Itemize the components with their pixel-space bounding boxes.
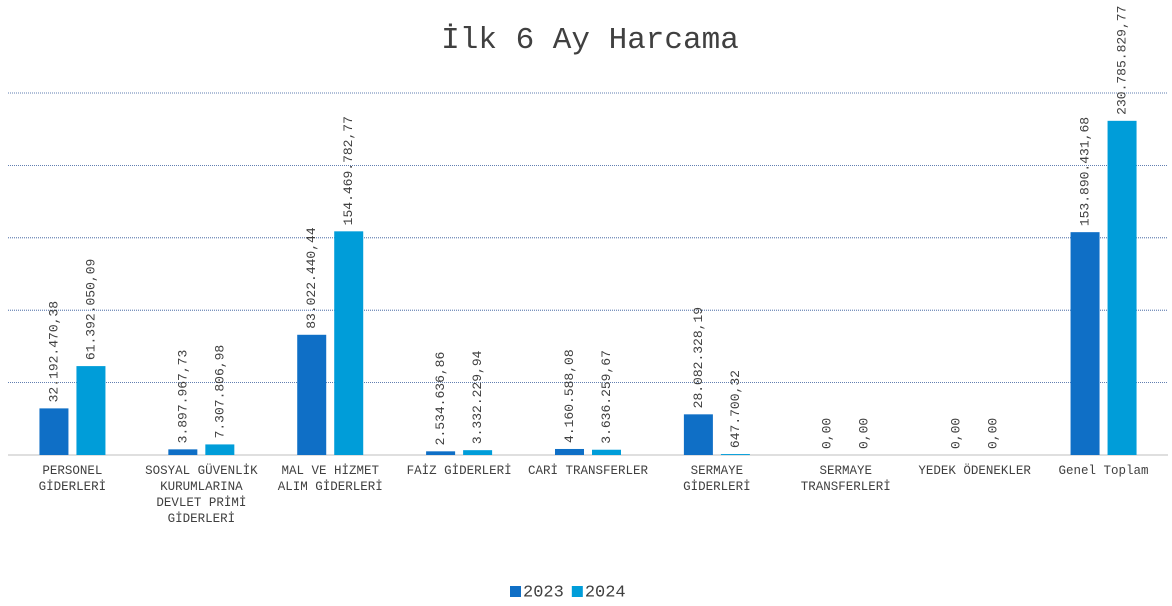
x-tick-label: SOSYAL GÜVENLİK KURUMLARINA DEVLET PRİMİ… bbox=[145, 464, 258, 526]
data-label: 0,00 bbox=[857, 418, 872, 449]
data-label: 83.022.440,44 bbox=[304, 227, 319, 329]
bar bbox=[1107, 120, 1137, 456]
bar bbox=[76, 366, 106, 455]
legend-label: 2024 bbox=[585, 583, 626, 602]
data-label: 7.307.806,98 bbox=[212, 345, 227, 439]
bar bbox=[1070, 232, 1100, 455]
data-label: 0,00 bbox=[949, 418, 964, 449]
x-tick-label: SERMAYE TRANSFERLERİ bbox=[800, 464, 891, 494]
data-label: 32.192.470,38 bbox=[46, 301, 61, 402]
bar bbox=[297, 334, 327, 455]
legend-swatch bbox=[510, 586, 521, 597]
bar bbox=[426, 451, 456, 455]
data-label: 3.332.229,94 bbox=[470, 350, 485, 444]
bar bbox=[463, 450, 493, 455]
x-tick-label: FAİZ GİDERLERİ bbox=[406, 464, 512, 478]
legend-swatch bbox=[571, 586, 583, 597]
data-label: 3.897.967,73 bbox=[175, 350, 190, 444]
data-label: 647.700,32 bbox=[728, 370, 743, 448]
bar bbox=[592, 449, 621, 455]
x-tick-label: MAL VE HİZMET ALIM GİDERLERİ bbox=[277, 464, 383, 494]
legend-label: 2023 bbox=[523, 583, 564, 602]
data-label: 3.636.259,67 bbox=[599, 350, 614, 444]
data-label: 2.534.636,86 bbox=[433, 352, 448, 446]
x-tick-label: YEDEK ÖDENEKLER bbox=[918, 464, 1031, 478]
x-tick-label: CARİ TRANSFERLER bbox=[527, 464, 649, 478]
data-label: 28.082.328,19 bbox=[691, 307, 706, 408]
x-tick-label: Genel Toplam bbox=[1058, 464, 1149, 478]
data-label: 153.890.431,68 bbox=[1077, 117, 1092, 226]
x-tick-label: PERSONEL GİDERLERİ bbox=[38, 464, 107, 494]
bar bbox=[205, 444, 235, 455]
bar bbox=[39, 408, 69, 455]
bar bbox=[555, 448, 584, 455]
bar bbox=[334, 231, 364, 455]
x-tick-label: SERMAYE GİDERLERİ bbox=[683, 464, 751, 494]
bar bbox=[683, 414, 713, 455]
chart-title: İlk 6 Ay Harcama bbox=[441, 23, 739, 58]
data-label: 4.160.588,08 bbox=[562, 349, 577, 443]
data-label: 61.392.050,09 bbox=[83, 259, 98, 360]
data-label: 0,00 bbox=[986, 418, 1001, 449]
bar bbox=[720, 454, 750, 455]
data-label: 230.785.829,77 bbox=[1114, 6, 1129, 115]
data-label: 154.469.782,77 bbox=[341, 116, 356, 225]
data-label: 0,00 bbox=[820, 418, 835, 449]
bar bbox=[168, 449, 198, 455]
